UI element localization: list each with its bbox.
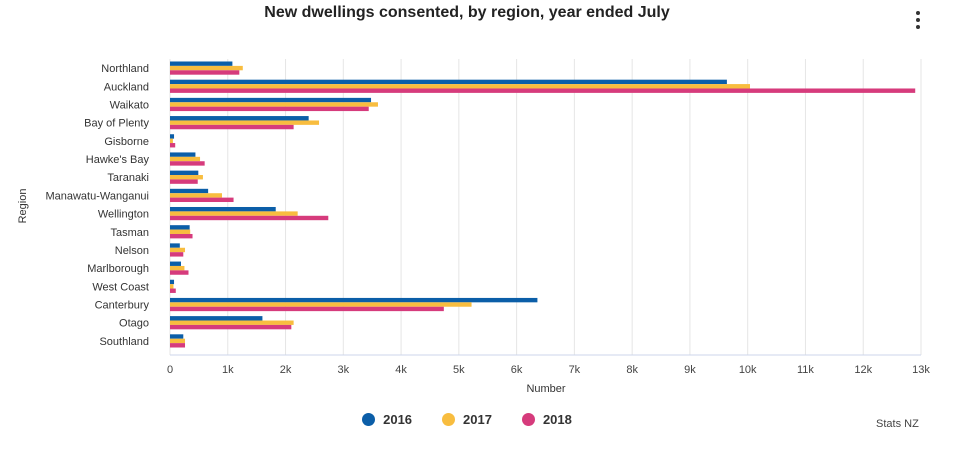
bar-2016[interactable] [170, 61, 233, 66]
y-tick-labels: Northland Auckland Waikato Bay of Plenty Gis… [45, 63, 149, 348]
y-tick-label: Tasman [110, 227, 149, 239]
bar-2017[interactable] [170, 120, 320, 125]
x-axis-title: Number [526, 383, 565, 395]
bar-2016[interactable] [170, 134, 175, 139]
bars [170, 61, 916, 348]
x-tick-label: 3k [337, 364, 349, 376]
bar-2017[interactable] [170, 284, 174, 289]
y-tick-label: Bay of Plenty [84, 118, 149, 130]
bar-2017[interactable] [170, 247, 186, 253]
bar-2016[interactable] [170, 116, 309, 121]
more-vertical-icon[interactable] [908, 8, 928, 35]
bar-2017[interactable] [170, 175, 203, 180]
bar-2016[interactable] [170, 334, 184, 339]
bar-2018[interactable] [170, 215, 329, 221]
bar-2018[interactable] [170, 252, 184, 257]
bar-2016[interactable] [170, 261, 181, 266]
y-axis-title: Region [17, 189, 29, 224]
y-tick-label: Hawke's Bay [86, 154, 150, 166]
x-tick-label: 12k [854, 364, 872, 376]
x-tick-label: 7k [569, 364, 581, 376]
bar-2016[interactable] [170, 152, 196, 157]
bar-2017[interactable] [170, 156, 201, 162]
x-tick-labels: 0 1k 2k 3k 4k 5k 6k 7k 8k 9k 10k 11k 12k 13k [167, 364, 930, 376]
y-tick-label: West Coast [92, 281, 149, 293]
legend-label-2017: 2017 [463, 412, 492, 427]
x-tick-label: 6k [511, 364, 523, 376]
legend: 2016 2017 2018 [0, 412, 934, 427]
legend-item-2017[interactable]: 2017 [442, 412, 492, 427]
bar-2016[interactable] [170, 225, 190, 230]
bar-2018[interactable] [170, 343, 186, 348]
legend-label-2018: 2018 [542, 412, 572, 427]
x-tick-label: 0 [167, 364, 173, 376]
legend-dot-2016 [362, 413, 376, 426]
bar-2017[interactable] [170, 102, 378, 107]
bar-2017[interactable] [170, 65, 243, 71]
x-tick-label: 4k [395, 364, 407, 376]
chart-title: New dwellings consented, by region, year… [264, 4, 670, 21]
bar-2018[interactable] [170, 179, 198, 184]
bar-2016[interactable] [170, 97, 372, 103]
bar-2017[interactable] [170, 338, 186, 344]
y-tick-label: Waikato [110, 99, 149, 111]
bar-2018[interactable] [170, 197, 234, 203]
bar-2018[interactable] [170, 324, 292, 330]
bar-2018[interactable] [170, 143, 176, 148]
y-tick-label: Canterbury [95, 300, 150, 312]
bar-2018[interactable] [170, 88, 916, 93]
bar-2016[interactable] [170, 243, 180, 248]
bar-2018[interactable] [170, 270, 189, 275]
y-tick-label: Manawatu-Wanganui [45, 190, 149, 202]
bar-2017[interactable] [170, 138, 173, 144]
bar-2016[interactable] [170, 170, 199, 176]
bar-2017[interactable] [170, 229, 191, 234]
bar-2017[interactable] [170, 265, 185, 271]
y-tick-label: Auckland [104, 81, 149, 93]
legend-item-2016[interactable]: 2016 [362, 412, 412, 427]
bar-2016[interactable] [170, 206, 276, 212]
y-tick-label: Wellington [98, 209, 149, 221]
bar-2018[interactable] [170, 124, 294, 130]
bar-2017[interactable] [170, 193, 222, 198]
bar-2018[interactable] [170, 306, 444, 312]
x-tick-label: 8k [626, 364, 638, 376]
bar-2016[interactable] [170, 188, 209, 194]
bar-2018[interactable] [170, 288, 176, 293]
x-tick-label: 10k [739, 364, 757, 376]
bar-2017[interactable] [170, 211, 298, 216]
y-tick-label: Northland [101, 63, 149, 75]
bar-2018[interactable] [170, 233, 193, 239]
bar-2016[interactable] [170, 316, 263, 321]
bar-2016[interactable] [170, 279, 175, 285]
x-tick-label: 1k [222, 364, 234, 376]
bar-2018[interactable] [170, 161, 205, 166]
legend-label-2016: 2016 [383, 412, 413, 427]
y-tick-label: Southland [99, 336, 149, 348]
y-tick-label: Nelson [115, 245, 149, 257]
y-tick-label: Taranaki [107, 172, 149, 184]
bar-2017[interactable] [170, 302, 472, 307]
y-tick-label: Otago [119, 318, 149, 330]
x-tick-label: 9k [684, 364, 696, 376]
legend-dot-2018 [521, 413, 535, 426]
x-tick-label: 13k [912, 364, 930, 376]
x-tick-label: 2k [280, 364, 292, 376]
bar-2018[interactable] [170, 106, 369, 112]
bar-2018[interactable] [170, 70, 240, 75]
legend-dot-2017 [442, 413, 456, 426]
bar-2017[interactable] [170, 320, 294, 325]
y-tick-label: Marlborough [87, 263, 149, 275]
bar-2016[interactable] [170, 79, 727, 85]
legend-item-2018[interactable]: 2018 [521, 412, 572, 427]
bar-2017[interactable] [170, 84, 750, 89]
x-tick-label: 5k [453, 364, 465, 376]
y-tick-label: Gisborne [104, 136, 149, 148]
bar-2016[interactable] [170, 297, 538, 303]
source-credit: Stats NZ [876, 418, 919, 430]
x-tick-label: 11k [797, 364, 814, 376]
